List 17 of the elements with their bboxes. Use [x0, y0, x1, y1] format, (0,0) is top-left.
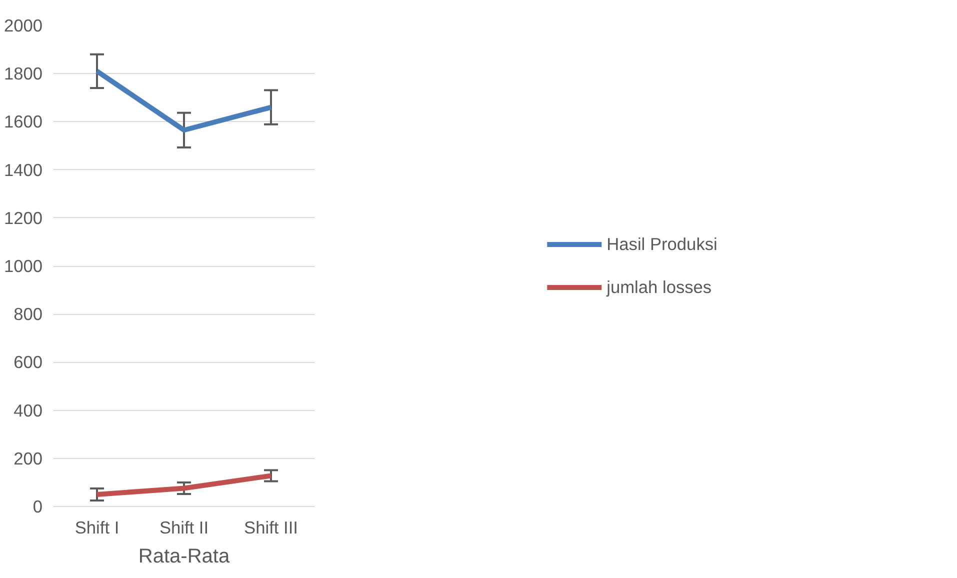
- x-tick-label: Shift III: [244, 518, 298, 538]
- y-tick-label: 1600: [4, 112, 43, 132]
- y-tick-label: 200: [14, 448, 43, 468]
- y-tick-label: 2000: [4, 16, 43, 36]
- y-tick-label: 1000: [4, 256, 43, 276]
- y-tick-label: 1800: [4, 64, 43, 84]
- y-tick-label: 1400: [4, 160, 43, 180]
- legend-label: Hasil Produksi: [606, 234, 718, 254]
- legend-label: jumlah losses: [606, 276, 712, 298]
- y-tick-label: 1200: [4, 208, 43, 228]
- y-tick-label: 800: [14, 304, 43, 324]
- y-tick-label: 0: [32, 496, 43, 516]
- y-tick-label: 400: [14, 400, 43, 420]
- x-tick-label: Shift I: [74, 518, 120, 538]
- y-tick-label: 600: [14, 352, 43, 372]
- x-tick-label: Shift II: [159, 518, 209, 538]
- x-axis-title: Rata-Rata: [138, 546, 230, 568]
